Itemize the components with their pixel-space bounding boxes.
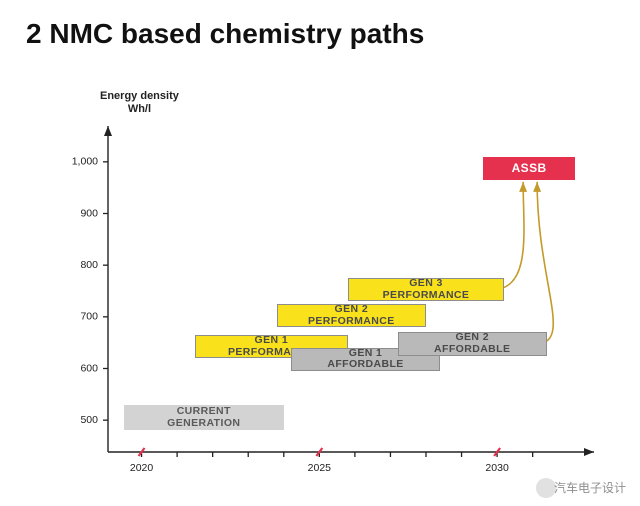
watermark-text: 汽车电子设计 (554, 479, 626, 496)
box-gen3p: GEN 3PERFORMANCE (348, 278, 504, 301)
box-gen2p: GEN 2PERFORMANCE (277, 304, 426, 327)
box-assb: ASSB (483, 157, 575, 180)
box-gen2a: GEN 2AFFORDABLE (398, 332, 547, 355)
chart-boxes-layer: CURRENTGENERATIONGEN 1PERFORMANCEGEN 2PE… (0, 0, 640, 506)
box-current: CURRENTGENERATION (124, 405, 284, 431)
